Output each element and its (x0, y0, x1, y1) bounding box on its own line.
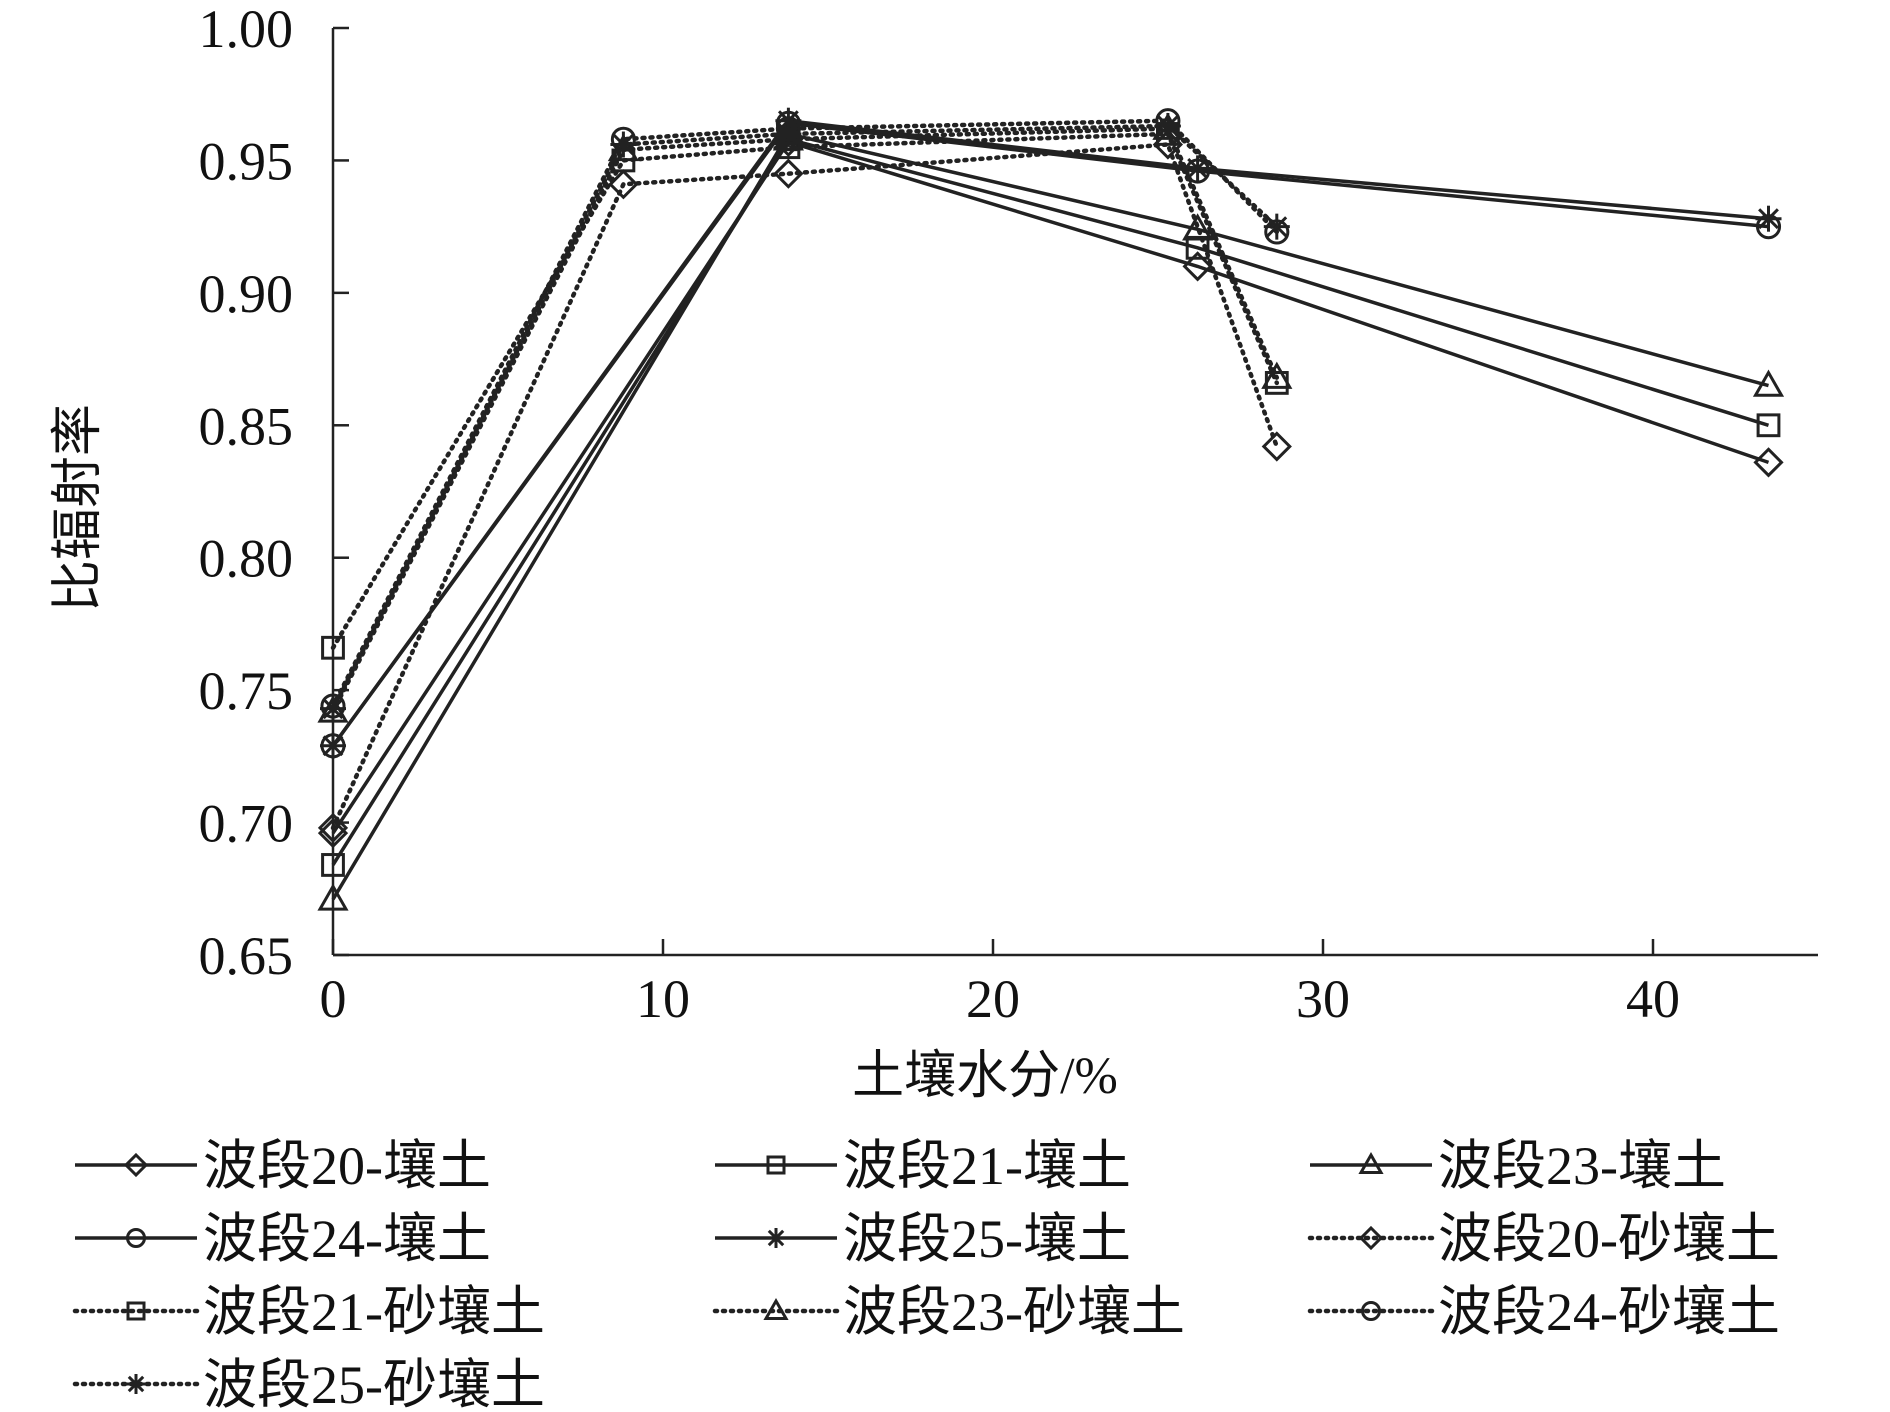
x-tick-label: 40 (1626, 969, 1680, 1029)
legend-marker (766, 1228, 786, 1248)
legend-marker (1358, 1225, 1384, 1251)
data-point (1185, 235, 1210, 260)
legend-item: 波段20-壤土 (75, 1136, 491, 1196)
series-6 (317, 129, 1292, 843)
series-line (331, 131, 1769, 901)
legend-item: 波段20-砂壤土 (1307, 1209, 1780, 1269)
x-tick-label: 0 (320, 969, 347, 1029)
data-point (1752, 369, 1785, 397)
legend-item: 波段25-壤土 (715, 1209, 1131, 1269)
y-tick-label: 0.65 (199, 926, 294, 986)
data-point (317, 812, 349, 843)
y-tick-label: 0.95 (199, 131, 294, 191)
data-point (1261, 431, 1292, 462)
legend-marker (123, 1152, 149, 1178)
data-point (317, 818, 349, 849)
data-point (1755, 205, 1782, 232)
legend-marker (126, 1301, 146, 1321)
series-2 (321, 127, 1781, 877)
data-point (773, 158, 804, 189)
series-1 (317, 126, 1784, 849)
legend-label: 波段21-砂壤土 (203, 1282, 545, 1342)
data-point (1263, 213, 1290, 240)
legend-marker (126, 1228, 146, 1248)
legend-item: 波段24-砂壤土 (1307, 1282, 1780, 1342)
series-line (331, 121, 1769, 747)
legend-marker (1361, 1301, 1381, 1321)
data-point (775, 120, 802, 147)
series-line (331, 118, 1769, 747)
legend-item: 波段25-砂壤土 (72, 1355, 545, 1412)
data-point (1182, 213, 1214, 241)
legend-label: 波段21-壤土 (843, 1136, 1131, 1196)
x-tick-label: 20 (966, 969, 1020, 1029)
legend-marker (126, 1374, 146, 1394)
data-point (317, 883, 349, 911)
data-point (1753, 447, 1784, 478)
legend-marker (1358, 1151, 1384, 1174)
series-5 (320, 107, 1782, 759)
series-10 (320, 112, 1290, 722)
legend-item: 波段21-壤土 (715, 1136, 1131, 1196)
data-point (321, 635, 345, 660)
legend-item: 波段21-砂壤土 (72, 1282, 545, 1342)
legend-marker (766, 1155, 786, 1175)
data-point (608, 169, 639, 200)
series-line (330, 126, 1280, 714)
x-tick-label: 10 (636, 969, 690, 1029)
legend-label: 波段20-砂壤土 (1438, 1209, 1780, 1269)
legend-label: 波段25-砂壤土 (203, 1355, 545, 1412)
series-line (331, 137, 1770, 866)
data-point (320, 695, 346, 722)
data-point (1261, 361, 1293, 389)
legend-label: 波段23-壤土 (1438, 1136, 1726, 1196)
series-line (330, 131, 1280, 651)
series-9 (320, 108, 1290, 719)
legend-label: 波段20-壤土 (203, 1136, 491, 1196)
y-tick-label: 0.85 (199, 396, 294, 456)
legend-label: 波段23-砂壤土 (843, 1282, 1185, 1342)
x-axis-title: 土壤水分/% (852, 1048, 1118, 1105)
series-line (331, 139, 1770, 835)
data-point (1152, 129, 1184, 160)
legend-label: 波段25-壤土 (843, 1209, 1131, 1269)
legend-label: 波段24-砂壤土 (1438, 1282, 1780, 1342)
series-line (330, 142, 1280, 831)
y-axis-title: 比辐射率 (50, 404, 107, 612)
legend-label: 波段24-壤土 (203, 1209, 491, 1269)
data-point (610, 131, 637, 158)
legend-item: 波段23-砂壤土 (712, 1282, 1185, 1342)
y-tick-label: 0.70 (199, 794, 294, 854)
data-point (320, 732, 346, 759)
y-tick-label: 0.75 (199, 661, 294, 721)
x-tick-label: 30 (1296, 969, 1350, 1029)
y-tick-label: 0.90 (199, 264, 294, 324)
data-point (321, 853, 345, 877)
legend-item: 波段24-壤土 (75, 1209, 491, 1269)
y-tick-label: 1.00 (199, 0, 294, 59)
data-point (1154, 112, 1181, 139)
axes: 0.65 0.70 0.75 0.80 0.85 0.90 0.95 1.00 0 10 20 30 4… (199, 0, 1818, 1029)
legend-item: 波段23-壤土 (1310, 1136, 1726, 1196)
data-point (1756, 413, 1781, 438)
series-7 (321, 122, 1289, 660)
legend-marker (763, 1297, 789, 1320)
data-point (1184, 155, 1211, 182)
y-tick-label: 0.80 (199, 529, 294, 589)
data-point (1182, 251, 1213, 282)
series-3 (317, 117, 1785, 911)
series-layer (317, 107, 1785, 911)
